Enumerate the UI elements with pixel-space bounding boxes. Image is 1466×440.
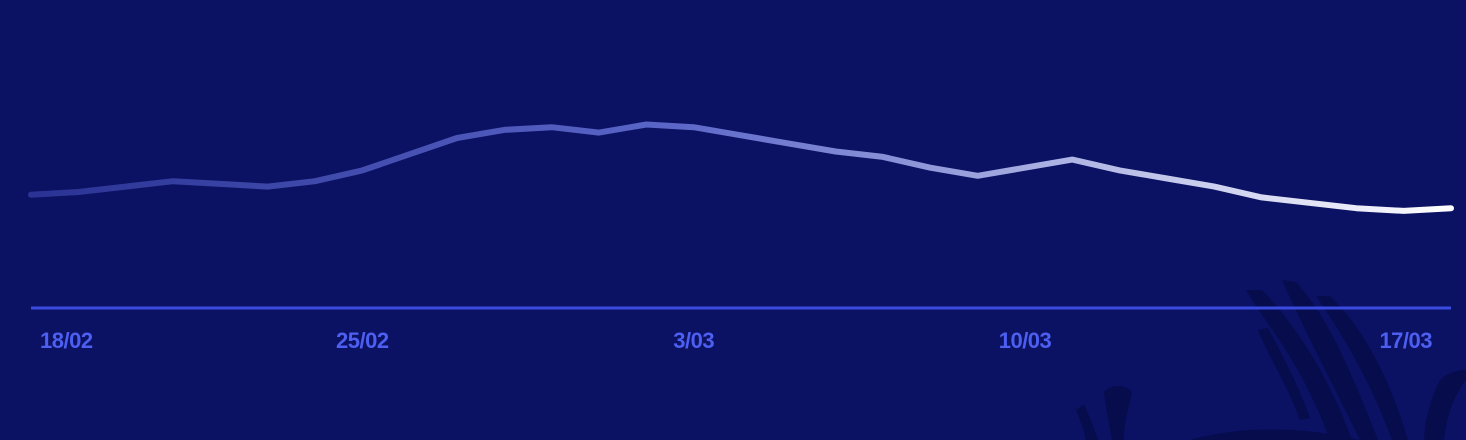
seaweed-decoration (1076, 280, 1466, 440)
series-point (880, 154, 886, 160)
series-point (975, 173, 981, 179)
series-point (1353, 205, 1359, 211)
series-point (1259, 194, 1265, 200)
series-point (123, 184, 129, 190)
series-point (1022, 165, 1028, 171)
x-tick-label: 3/03 (673, 328, 714, 353)
series-point (1306, 200, 1312, 206)
x-tick-label: 18/02 (40, 328, 93, 353)
series-point (501, 127, 507, 133)
series-point (28, 192, 34, 198)
series-point (691, 124, 697, 130)
series-point (785, 140, 791, 146)
series-point (454, 135, 460, 141)
x-tick-labels: 18/02 25/02 3/03 10/03 17/03 (40, 328, 1433, 353)
series-point (738, 132, 744, 138)
series-point (170, 178, 176, 184)
series-line (28, 121, 1454, 214)
series-point (265, 184, 271, 190)
x-tick-label: 10/03 (999, 328, 1052, 353)
series-point (1448, 205, 1454, 211)
series-point (1117, 167, 1123, 173)
series-point (549, 124, 555, 130)
series-point (217, 181, 223, 187)
series-point (1164, 176, 1170, 182)
series-point (833, 149, 839, 155)
series-points (28, 122, 1454, 214)
series-point (75, 189, 81, 195)
series-point (1069, 157, 1075, 163)
series-point (596, 130, 602, 136)
series-point (927, 165, 933, 171)
series-point (643, 122, 649, 128)
series-point (407, 151, 413, 157)
series-point (359, 167, 365, 173)
series-point (1211, 184, 1217, 190)
series-point (1401, 208, 1407, 214)
series-point (312, 178, 318, 184)
x-tick-label: 25/02 (336, 328, 389, 353)
x-tick-label: 17/03 (1379, 328, 1432, 353)
